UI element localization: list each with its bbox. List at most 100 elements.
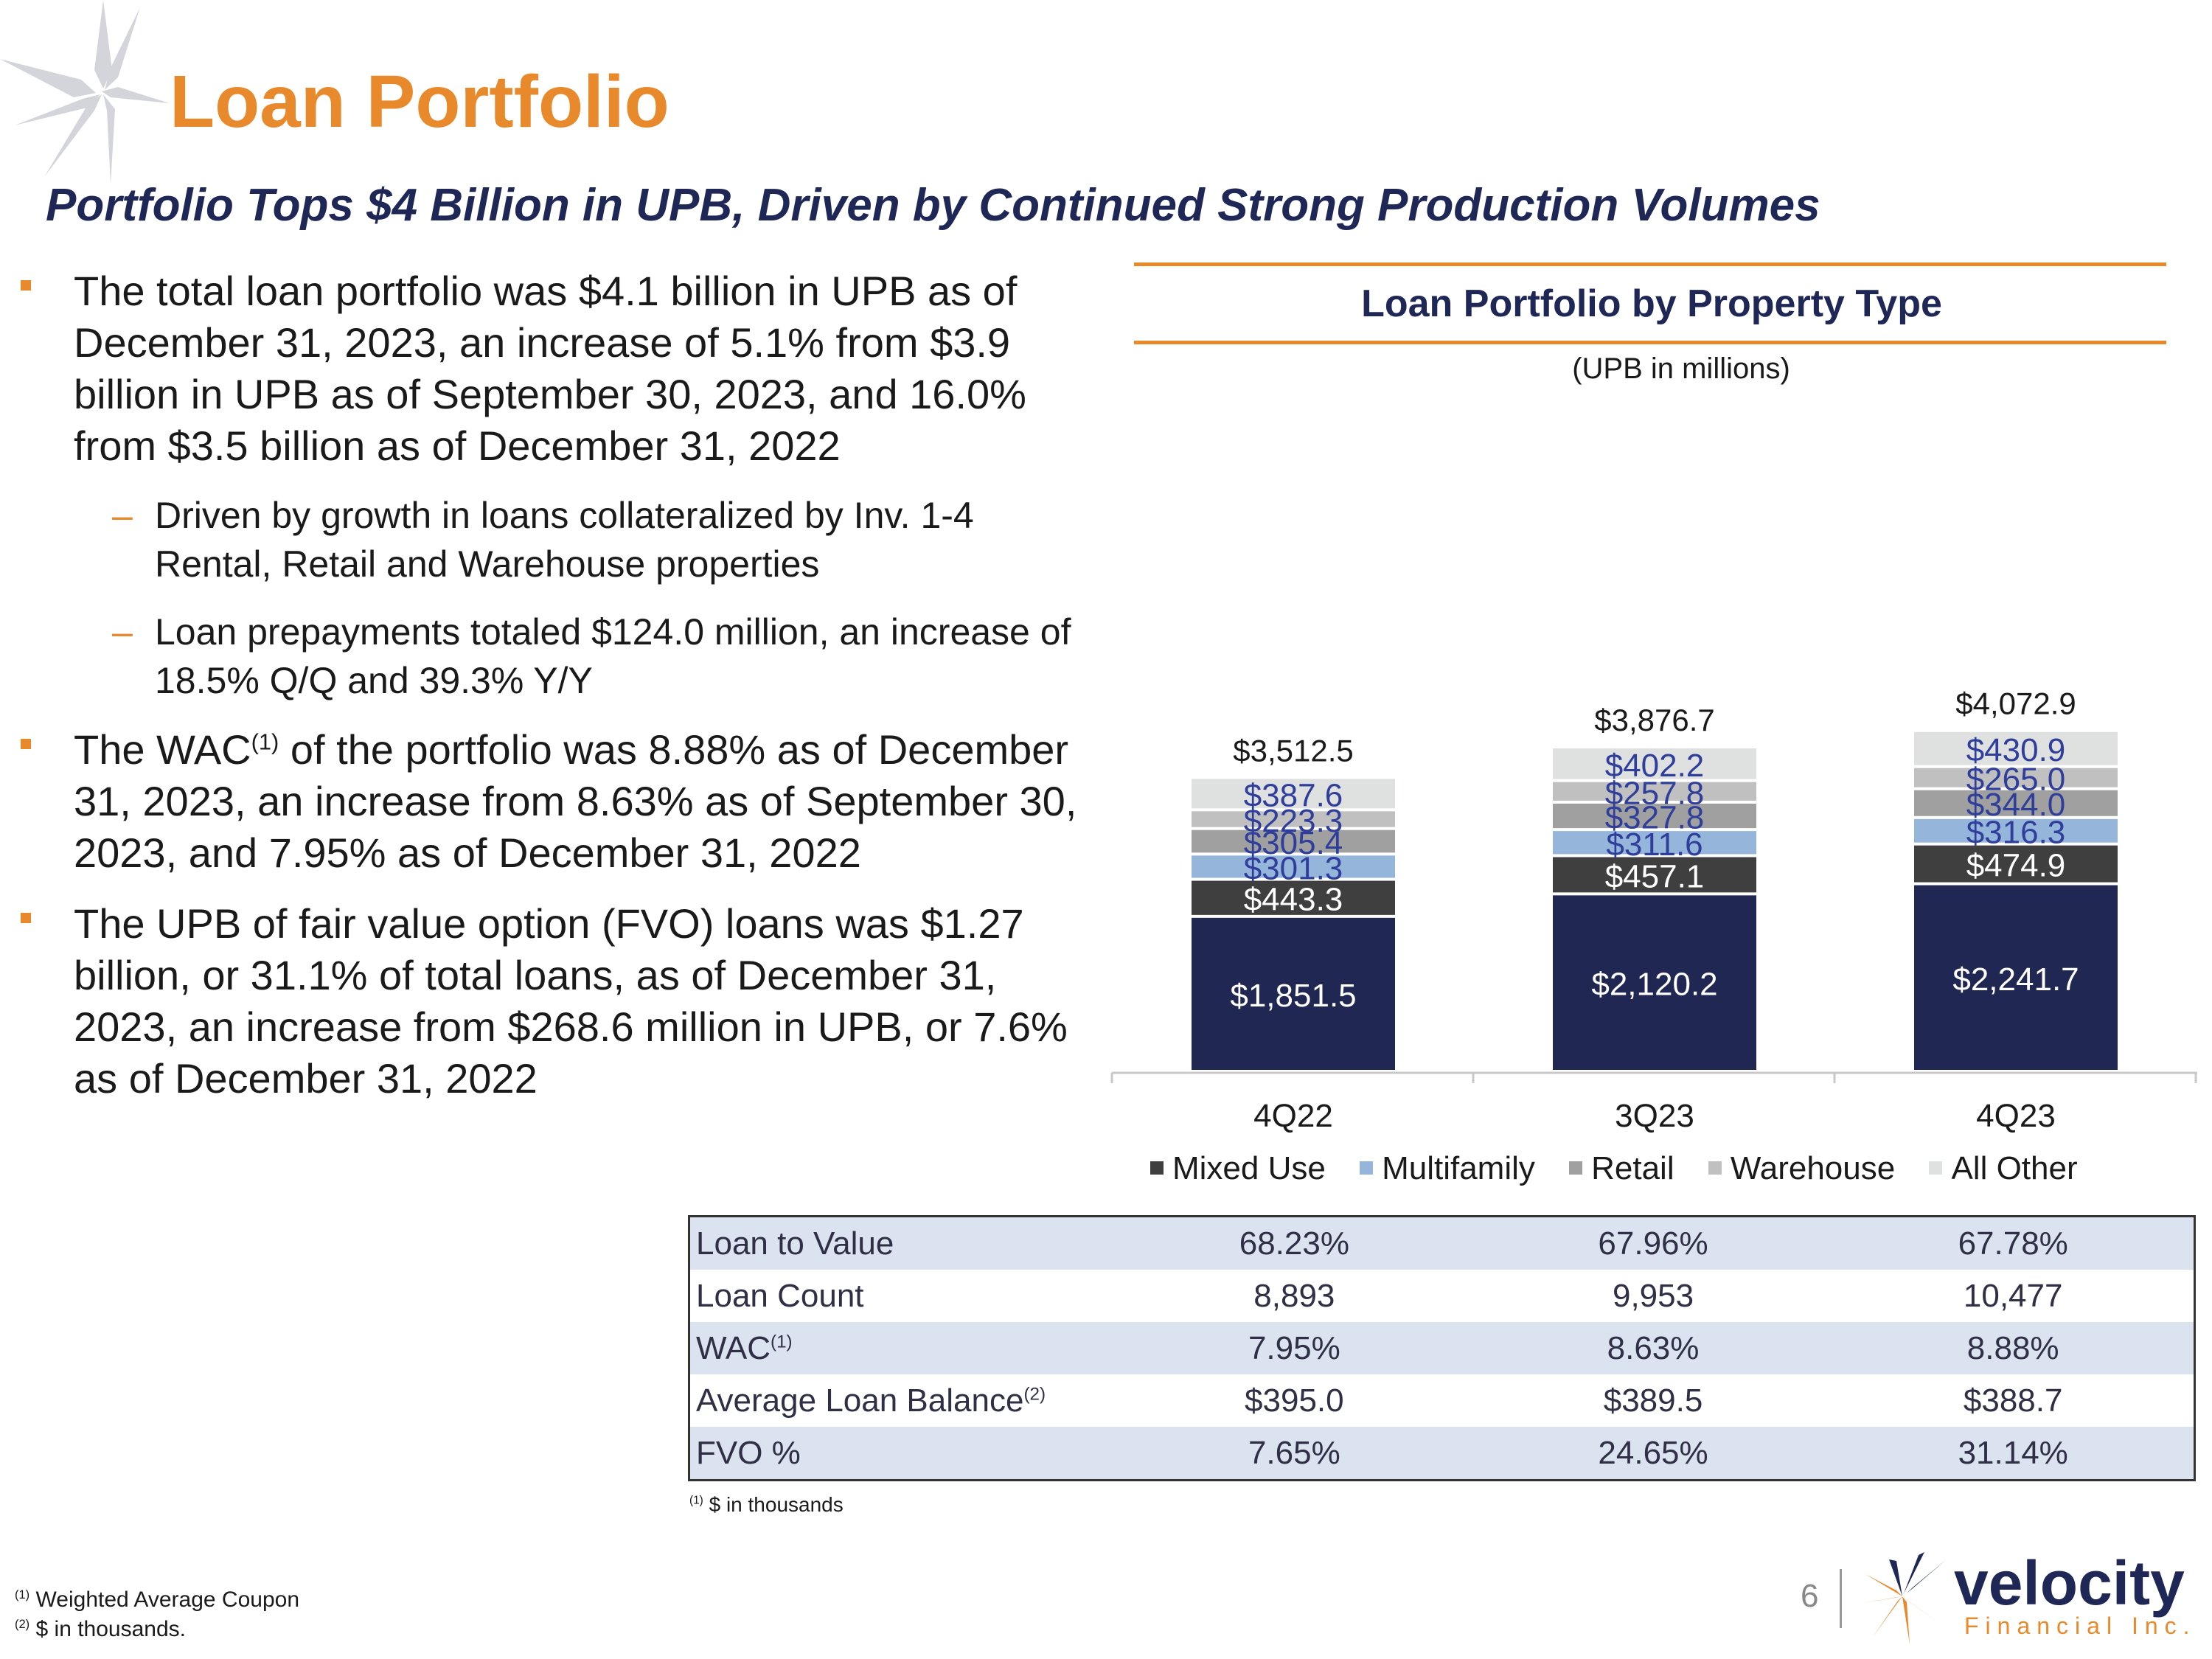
data-label: $223.3 [1244, 803, 1343, 839]
bullet-text: The UPB of fair value option (FVO) loans… [74, 900, 1068, 1102]
total-label: $4,072.9 [1955, 686, 2076, 721]
data-label: $474.9 [1966, 848, 2066, 884]
data-label: $2,120.2 [1591, 967, 1717, 1003]
bullet-text: The total loan portfolio was $4.1 billio… [74, 268, 1026, 469]
legend-swatch-mixed-use [1150, 1161, 1164, 1175]
bar-segment-warehouse [1914, 768, 2118, 787]
row-label: Loan to Value [689, 1216, 1115, 1270]
table-row: Loan to Value 68.23% 67.96% 67.78% [689, 1216, 2195, 1270]
bar-segment-warehouse [1553, 782, 1756, 801]
sub-bullet-item: – Loan prepayments totaled $124.0 millio… [15, 608, 1099, 705]
bullet-item: The WAC(1) of the portfolio was 8.88% as… [15, 724, 1099, 879]
cell-4q22: $395.0 [1245, 1382, 1344, 1419]
category-tick-label: 4Q22 [1253, 1098, 1333, 1134]
data-label: $430.9 [1966, 732, 2066, 768]
bullet-text-pre: The WAC [74, 726, 251, 773]
logo-subtitle: Financial Inc. [1964, 1613, 2197, 1639]
table-row: FVO % 7.65% 24.65% 31.14% [689, 1427, 2195, 1481]
row-label: FVO % [689, 1427, 1115, 1481]
page-number: 6 [1801, 1578, 1819, 1614]
table-note: (1) $ in thousands [689, 1493, 844, 1517]
data-label: $316.3 [1966, 815, 2066, 851]
legend-label: All Other [1951, 1150, 2078, 1186]
bullet-marker-icon [21, 280, 31, 291]
chart-title-rule-bottom [1134, 341, 2166, 344]
bar-segment-mixed-use [1192, 880, 1395, 915]
legend-item: Retail [1569, 1150, 1674, 1187]
bar-segment-retail [1192, 830, 1395, 853]
data-label: $311.6 [1606, 827, 1703, 863]
bar-segment-all-other [1553, 748, 1756, 779]
bar-segment-multifamily [1553, 831, 1756, 855]
cell-4q23: 31.14% [1832, 1427, 2195, 1481]
category-tick-label: 4Q23 [1976, 1098, 2056, 1134]
portfolio-stats-table: Loan to Value 68.23% 67.96% 67.78% Loan … [688, 1215, 2196, 1481]
footnote-marker: (2) [15, 1618, 30, 1631]
bar-segment-mixed-use [1553, 857, 1756, 893]
data-label: $387.6 [1244, 777, 1343, 813]
logo-wordmark: velocity [1954, 1548, 2185, 1618]
data-label: $2,241.7 [1952, 961, 2079, 998]
bar-segment-retail [1553, 803, 1756, 829]
data-label: $305.4 [1244, 825, 1343, 861]
cell-4q22: 68.23% [1115, 1216, 1474, 1270]
bar-segment-investor-1-4 [1192, 917, 1395, 1070]
footnote-ref: (1) [689, 1494, 703, 1507]
logo-star-icon [1858, 1552, 1947, 1644]
dash-marker-icon: – [112, 495, 133, 536]
legend-swatch-retail [1569, 1161, 1583, 1175]
cell-3q23: 8.63% [1473, 1322, 1833, 1374]
legend-item: Mixed Use [1150, 1150, 1326, 1187]
row-label: WAC(1) [689, 1322, 1115, 1374]
footnote-text: $ in thousands. [29, 1617, 187, 1641]
legend-label: Retail [1591, 1150, 1674, 1186]
footnote-ref: (2) [1023, 1383, 1046, 1404]
row-label-text: WAC [696, 1329, 771, 1366]
bar-segment-investor-1-4 [1553, 895, 1756, 1070]
bar-segment-investor-1-4 [1914, 885, 2118, 1070]
chart-unit-label: (UPB in millions) [1572, 352, 1790, 385]
data-label: $402.2 [1605, 748, 1705, 784]
total-label: $3,512.5 [1233, 733, 1354, 768]
table-note-text: $ in thousands [703, 1493, 844, 1516]
row-label-text: Average Loan Balance [696, 1382, 1024, 1419]
legend-label: Warehouse [1730, 1150, 1896, 1186]
table-row: Loan Count 8,893 9,953 10,477 [689, 1270, 2195, 1322]
page-subtitle: Portfolio Tops $4 Billion in UPB, Driven… [46, 180, 1820, 231]
bar-segment-mixed-use [1914, 845, 2118, 883]
sub-bullet-item: – Driven by growth in loans collateraliz… [15, 491, 1099, 588]
page-divider [1840, 1569, 1842, 1628]
row-label: Average Loan Balance(2) [689, 1374, 1116, 1427]
chart-legend: Mixed Use Multifamily Retail Warehouse A… [1150, 1150, 2212, 1187]
legend-swatch-multifamily [1360, 1161, 1374, 1175]
row-label-text: Loan Count [696, 1277, 864, 1314]
bullet-item: The total loan portfolio was $4.1 billio… [15, 265, 1099, 472]
cell-4q23: 8.88% [1832, 1322, 2195, 1374]
row-label: Loan Count [689, 1270, 1116, 1322]
bar-segment-all-other [1914, 731, 2118, 765]
bullet-text-post: of the portfolio was 8.88% as of Decembe… [74, 726, 1077, 876]
cell-4q23: 10,477 [1963, 1277, 2063, 1314]
footnote-marker: (1) [15, 1588, 30, 1601]
data-label: $443.3 [1244, 882, 1343, 918]
bar-segment-warehouse [1192, 811, 1395, 827]
footnote-1: (1) Weighted Average Coupon [15, 1585, 299, 1615]
legend-label: Multifamily [1382, 1150, 1535, 1186]
legend-swatch-warehouse [1708, 1161, 1722, 1175]
cell-3q23: 24.65% [1473, 1427, 1833, 1481]
cell-4q22: 7.65% [1115, 1427, 1474, 1481]
footnote-2: (2) $ in thousands. [15, 1615, 299, 1644]
cell-3q23: 9,953 [1612, 1277, 1694, 1314]
row-label-text: FVO % [696, 1434, 801, 1471]
bar-segment-multifamily [1192, 855, 1395, 878]
cell-4q23: $388.7 [1963, 1382, 2063, 1419]
footnote-ref: (1) [771, 1331, 793, 1352]
bullet-list: The total loan portfolio was $4.1 billio… [15, 265, 1099, 1124]
cell-4q22: 7.95% [1115, 1322, 1474, 1374]
data-label: $344.0 [1966, 787, 2066, 823]
bullet-item: The UPB of fair value option (FVO) loans… [15, 898, 1099, 1105]
dash-marker-icon: – [112, 611, 133, 653]
legend-label: Mixed Use [1172, 1150, 1326, 1186]
data-label: $327.8 [1605, 800, 1705, 836]
data-label: $265.0 [1966, 762, 2066, 798]
